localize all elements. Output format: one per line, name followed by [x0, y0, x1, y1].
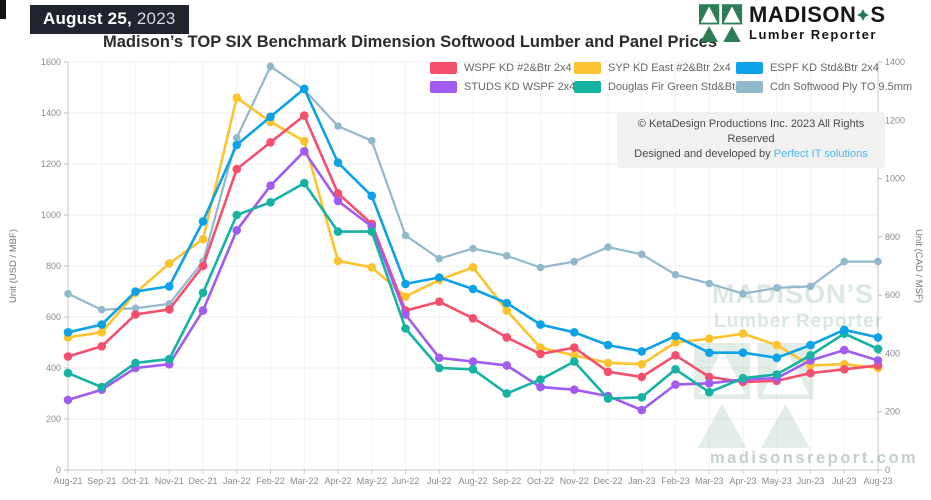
svg-text:1400: 1400	[885, 57, 905, 67]
series-espf-kd-std-btr-2x4[interactable]	[63, 84, 883, 363]
y-axis-right-title: Unit (CAD / MSF)	[913, 229, 924, 303]
svg-text:1200: 1200	[41, 159, 61, 169]
brand-logo: MADISON S Lumber Reporter	[699, 4, 886, 44]
copyright-line2: Designed and developed by Perfect IT sol…	[634, 148, 868, 160]
legend-swatch	[430, 81, 457, 93]
svg-text:Apr-22: Apr-22	[324, 476, 351, 486]
svg-text:Oct-21: Oct-21	[122, 476, 149, 486]
svg-text:0: 0	[885, 465, 890, 475]
svg-text:Sep-21: Sep-21	[87, 476, 116, 486]
date-badge: August 25, 2023	[30, 5, 189, 34]
svg-text:Nov-21: Nov-21	[155, 476, 184, 486]
legend-label: SYP KD East #2&Btr 2x4	[608, 62, 731, 74]
svg-text:Jan-22: Jan-22	[223, 476, 251, 486]
svg-text:400: 400	[46, 363, 61, 373]
brand-name-prefix: MADISON	[749, 2, 857, 27]
legend-swatch	[574, 81, 601, 93]
legend-item-5[interactable]: Douglas Fir Green Std&Btr 2x4	[574, 81, 760, 93]
svg-text:800: 800	[885, 232, 900, 242]
svg-text:1000: 1000	[41, 210, 61, 220]
svg-text:Apr-23: Apr-23	[729, 476, 756, 486]
svg-text:200: 200	[885, 407, 900, 417]
svg-text:1400: 1400	[41, 108, 61, 118]
legend-label: STUDS KD WSPF 2x4 PET	[464, 81, 600, 93]
y-axis-right-ticks: 0 200 400 600 800 1000 1200 1400	[878, 57, 905, 475]
legend-swatch	[736, 81, 763, 93]
svg-text:Jan-23: Jan-23	[628, 476, 656, 486]
svg-text:Jul-23: Jul-23	[832, 476, 857, 486]
trees-icon	[699, 4, 743, 43]
copyright-box: © KetaDesign Productions Inc. 2023 All R…	[617, 112, 885, 168]
perfect-it-link[interactable]: Perfect IT solutions	[773, 148, 868, 160]
brand-name: MADISON S	[749, 4, 886, 26]
legend-item-1[interactable]: WSPF KD #2&Btr 2x4	[430, 62, 572, 74]
legend-item-6[interactable]: Cdn Softwood Ply TO 9.5mm	[736, 81, 912, 93]
screen-edge-artifact	[0, 0, 6, 19]
legend-label: ESPF KD Std&Btr 2x4	[770, 62, 879, 74]
brand-tagline: Lumber Reporter	[749, 27, 877, 42]
legend-item-2[interactable]: SYP KD East #2&Btr 2x4	[574, 62, 731, 74]
series-cdn-softwood-ply-to-9-5mm[interactable]	[64, 62, 882, 314]
svg-text:Sep-22: Sep-22	[492, 476, 521, 486]
svg-text:Mar-23: Mar-23	[695, 476, 724, 486]
legend-swatch	[574, 62, 601, 74]
svg-text:Feb-22: Feb-22	[256, 476, 285, 486]
svg-text:0: 0	[56, 465, 61, 475]
watermark-tagline: Lumber Reporter	[714, 311, 883, 332]
legend-item-3[interactable]: ESPF KD Std&Btr 2x4	[736, 62, 912, 74]
svg-text:600: 600	[46, 312, 61, 322]
svg-text:1000: 1000	[885, 174, 905, 184]
page-title: Madison’s TOP SIX Benchmark Dimension So…	[102, 33, 717, 51]
legend-swatch	[736, 62, 763, 74]
svg-text:Aug-22: Aug-22	[458, 476, 487, 486]
svg-text:200: 200	[46, 414, 61, 424]
legend-label: Douglas Fir Green Std&Btr 2x4	[608, 81, 760, 93]
legend-label: Cdn Softwood Ply TO 9.5mm	[770, 81, 913, 93]
watermark-brand: MADISON’S	[712, 279, 874, 309]
svg-text:800: 800	[46, 261, 61, 271]
chart-legend: WSPF KD #2&Btr 2x4 SYP KD East #2&Btr 2x4…	[430, 62, 912, 93]
svg-text:Dec-21: Dec-21	[188, 476, 217, 486]
svg-text:Feb-23: Feb-23	[661, 476, 690, 486]
y-axis-left-title: Unit (USD / MBF)	[8, 229, 19, 303]
svg-text:1600: 1600	[41, 57, 61, 67]
series-douglas-fir-green-std-btr-2x4[interactable]	[63, 178, 883, 403]
svg-text:Jun-22: Jun-22	[392, 476, 420, 486]
date-badge-day: August 25,	[43, 9, 132, 28]
y-axis-left-ticks: 0 200 400 600 800 1000 1200 1400 1600	[41, 57, 68, 475]
svg-text:600: 600	[885, 290, 900, 300]
svg-text:Nov-22: Nov-22	[560, 476, 589, 486]
svg-text:400: 400	[885, 348, 900, 358]
svg-text:Dec-22: Dec-22	[593, 476, 622, 486]
copyright-line1: © KetaDesign Productions Inc. 2023 All R…	[637, 118, 865, 145]
x-axis-ticks: Aug-21 Sep-21 Oct-21 Nov-21 Dec-21 Jan-22 Feb-…	[53, 470, 893, 486]
svg-text:Aug-23: Aug-23	[863, 476, 892, 486]
maple-leaf-icon	[857, 9, 870, 21]
svg-text:Jun-23: Jun-23	[797, 476, 825, 486]
legend-label: WSPF KD #2&Btr 2x4	[464, 62, 572, 74]
svg-text:Mar-22: Mar-22	[290, 476, 319, 486]
svg-text:Oct-22: Oct-22	[527, 476, 554, 486]
series-wspf-kd-2-btr-2x4[interactable]	[63, 111, 883, 387]
legend-swatch	[430, 62, 457, 74]
legend-item-4[interactable]: STUDS KD WSPF 2x4 PET	[430, 81, 600, 93]
svg-text:1200: 1200	[885, 115, 905, 125]
svg-text:May-23: May-23	[762, 476, 792, 486]
brand-name-suffix: S	[870, 2, 886, 27]
svg-text:May-22: May-22	[357, 476, 387, 486]
svg-text:Aug-21: Aug-21	[53, 476, 82, 486]
svg-text:Jul-22: Jul-22	[427, 476, 452, 486]
date-badge-year: 2023	[136, 9, 176, 28]
